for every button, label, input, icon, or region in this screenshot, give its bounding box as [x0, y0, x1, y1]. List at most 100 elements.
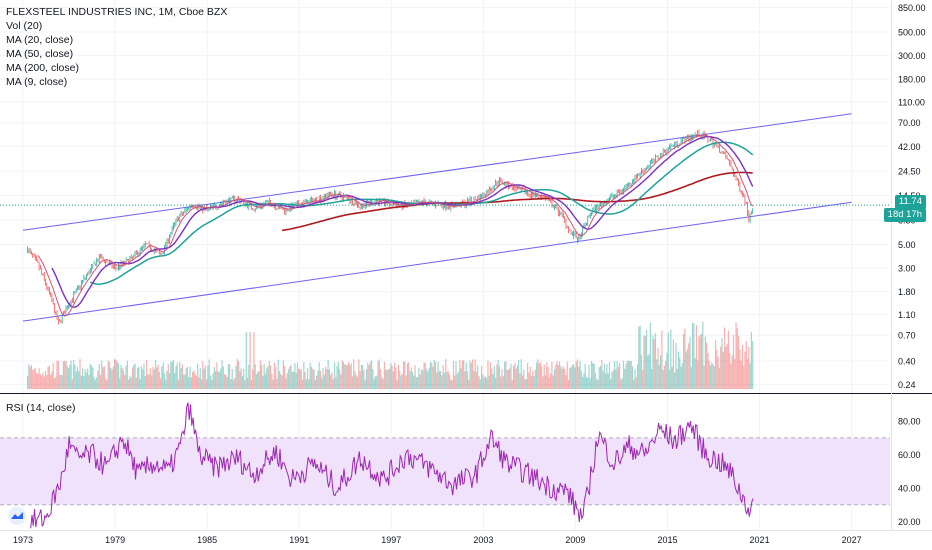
price-tick-label: 180.00: [898, 75, 926, 85]
volume-bar: [353, 359, 355, 389]
time-tick-label: 2021: [750, 535, 770, 545]
volume-bar: [222, 366, 224, 389]
volume-bar: [686, 349, 689, 389]
volume-bar: [575, 361, 577, 389]
volume-bar: [629, 360, 631, 389]
volume-bar: [548, 377, 550, 389]
volume-bar: [65, 361, 67, 389]
rsi-tick-label: 60.00: [898, 450, 921, 460]
volume-bar: [326, 369, 328, 389]
volume-bar: [58, 374, 61, 389]
volume-bar: [179, 362, 181, 389]
volume-bar: [184, 374, 186, 389]
volume-bar: [594, 372, 596, 389]
volume-bar: [437, 361, 439, 389]
legend-ma9[interactable]: MA (9, close): [6, 76, 68, 88]
volume-bar: [523, 369, 525, 389]
volume-bar: [93, 377, 95, 389]
volume-bar: [565, 374, 567, 389]
volume-bar: [447, 371, 449, 389]
volume-bar: [567, 379, 570, 389]
volume-bar: [374, 376, 377, 389]
volume-bar: [232, 379, 235, 389]
volume-bar: [42, 372, 44, 389]
volume-bar: [190, 377, 192, 389]
volume-bar: [653, 339, 655, 389]
volume-bar: [674, 372, 676, 389]
volume-bar: [138, 366, 140, 389]
volume-bar: [255, 374, 258, 389]
volume-bar: [580, 370, 582, 389]
volume-bar: [189, 366, 191, 389]
volume-bar: [658, 364, 660, 389]
volume-bar: [47, 366, 49, 389]
volume-bar: [479, 379, 481, 389]
legend-vol[interactable]: Vol (20): [6, 20, 43, 32]
volume-bar: [681, 363, 683, 389]
volume-bar: [50, 374, 52, 389]
volume-bar: [296, 362, 299, 389]
volume-bar: [33, 369, 35, 389]
volume-bar: [711, 362, 713, 389]
volume-bar: [298, 368, 300, 389]
volume-bar: [647, 355, 649, 389]
legend-ma20[interactable]: MA (20, close): [6, 34, 74, 46]
volume-bar: [460, 368, 462, 389]
volume-bar: [140, 366, 143, 389]
volume-bar: [516, 365, 518, 389]
volume-bar: [186, 366, 189, 389]
volume-bar: [48, 365, 50, 389]
volume-bar: [474, 359, 476, 389]
volume-bar: [172, 359, 174, 389]
price-tick-label: 300.00: [898, 51, 926, 61]
price-tick-label: 24.50: [898, 167, 921, 177]
volume-bar: [741, 344, 744, 389]
volume-bar: [351, 376, 354, 389]
volume-bar: [464, 371, 466, 389]
volume-bar: [732, 334, 735, 389]
volume-bar: [170, 361, 172, 389]
volume-bar: [656, 359, 658, 389]
rsi-legend[interactable]: RSI (14, close): [6, 402, 76, 414]
volume-bar: [688, 343, 690, 389]
volume-bar: [569, 367, 571, 389]
volume-bar: [538, 363, 540, 389]
volume-bar: [574, 367, 576, 389]
volume-bar: [261, 365, 263, 389]
volume-bar: [443, 372, 446, 389]
legend-ma50[interactable]: MA (50, close): [6, 48, 74, 60]
volume-bar: [207, 365, 209, 389]
legend-ma200[interactable]: MA (200, close): [6, 62, 79, 74]
volume-bar: [442, 365, 444, 389]
volume-bar: [131, 367, 134, 389]
volume-bar: [525, 379, 527, 389]
price-tick-label: 1.80: [898, 287, 916, 297]
volume-bar: [555, 364, 557, 389]
volume-bar: [268, 360, 270, 389]
volume-bar: [113, 359, 116, 389]
volume-bar: [387, 369, 389, 389]
volume-bar: [679, 357, 681, 389]
volume-bar: [241, 376, 244, 389]
volume-bar: [126, 360, 128, 389]
volume-bar: [275, 366, 277, 389]
channel-line-lower: [22, 201, 852, 322]
tradingview-logo-icon[interactable]: [8, 507, 26, 525]
volume-bar: [408, 362, 410, 389]
volume-bar: [381, 376, 383, 389]
volume-bar: [239, 371, 241, 389]
rsi-tick-label: 40.00: [898, 484, 921, 494]
volume-bar: [346, 364, 348, 389]
volume-bar: [250, 379, 252, 389]
volume-bar: [560, 366, 562, 389]
volume-bar: [636, 364, 639, 389]
volume-bar: [145, 360, 148, 389]
volume-bar: [578, 366, 580, 389]
symbol-title[interactable]: FLEXSTEEL INDUSTRIES INC, 1M, Cboe BZX: [6, 6, 228, 18]
volume-bar: [675, 342, 677, 389]
volume-bar: [556, 361, 558, 389]
volume-bar: [168, 373, 171, 389]
volume-bar: [434, 361, 437, 389]
volume-bar: [644, 336, 646, 389]
